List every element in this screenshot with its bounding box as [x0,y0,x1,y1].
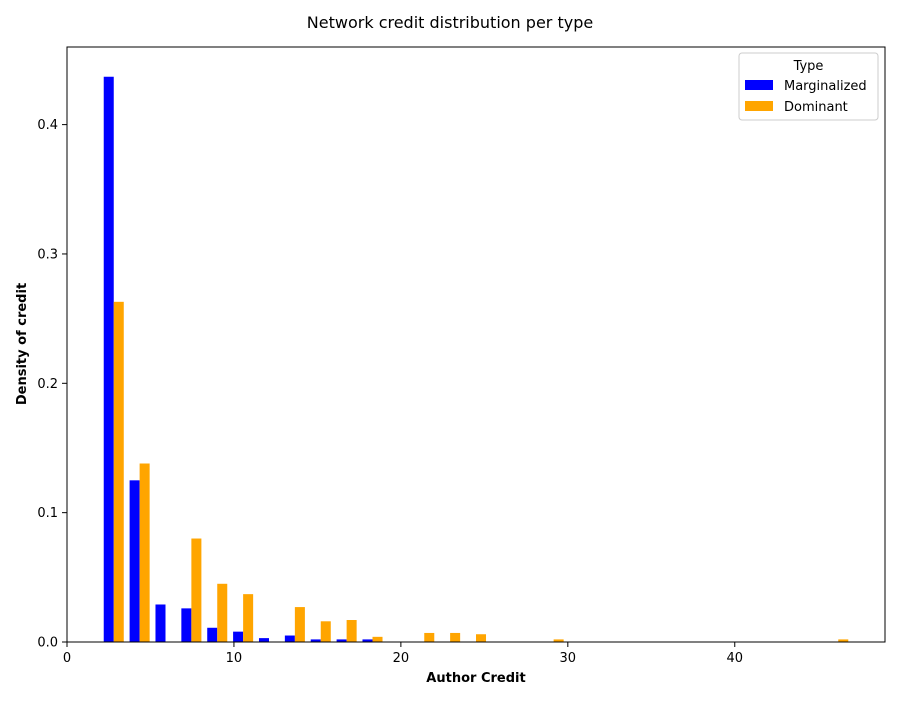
bar-dominant-12 [553,639,564,642]
legend-swatch-dominant [745,101,773,111]
bar-marginalized-1 [129,480,140,642]
y-tick-label: 0.0 [37,636,58,651]
bar-dominant-5 [294,607,305,642]
x-axis-label: Author Credit [426,671,525,686]
bar-marginalized-8 [310,639,321,642]
y-tick-label: 0.1 [37,506,58,521]
x-axis-ticks: 0 10 20 30 40 [63,642,743,666]
x-tick-label: 0 [63,651,71,666]
legend-swatch-marginalized [745,80,773,90]
bar-dominant-4 [243,594,254,642]
bar-dominant-7 [346,620,357,642]
bar-dominant-1 [139,463,150,642]
bar-dominant-10 [450,632,461,642]
bar-marginalized-3 [181,608,192,642]
bar-marginalized-9 [336,639,347,642]
bar-dominant-8 [372,636,383,642]
bar-marginalized-5 [233,631,244,642]
x-tick-label: 20 [393,651,410,666]
bar-dominant-2 [191,538,202,642]
y-axis-label: Density of credit [15,283,30,405]
legend-box [738,52,879,121]
legend: Type Marginalized Dominant [738,52,879,121]
bar-dominant-3 [217,583,228,642]
bar-marginalized-6 [258,638,269,642]
bar-marginalized-4 [207,627,218,642]
bar-dominant-11 [476,634,487,642]
bar-dominant-6 [320,621,331,642]
x-tick-label: 10 [226,651,243,666]
y-tick-label: 0.3 [37,247,58,262]
chart-title: Network credit distribution per type [307,13,593,32]
bar-marginalized-7 [284,635,295,642]
bar-dominant-13 [838,639,849,642]
legend-title: Type [793,59,824,74]
legend-label-marginalized: Marginalized [784,79,867,94]
x-tick-label: 40 [726,651,743,666]
y-axis-ticks: 0.0 0.1 0.2 0.3 0.4 [37,118,67,651]
bar-marginalized-2 [155,604,166,642]
bar-dominant-9 [424,632,435,642]
bars-layer [103,76,849,642]
x-tick-label: 30 [560,651,577,666]
bar-dominant-0 [113,301,124,642]
y-tick-label: 0.2 [37,377,58,392]
legend-label-dominant: Dominant [784,100,848,115]
bar-marginalized-10 [362,639,373,642]
bar-marginalized-0 [103,76,114,642]
plot-frame [66,46,886,643]
y-tick-label: 0.4 [37,118,58,133]
